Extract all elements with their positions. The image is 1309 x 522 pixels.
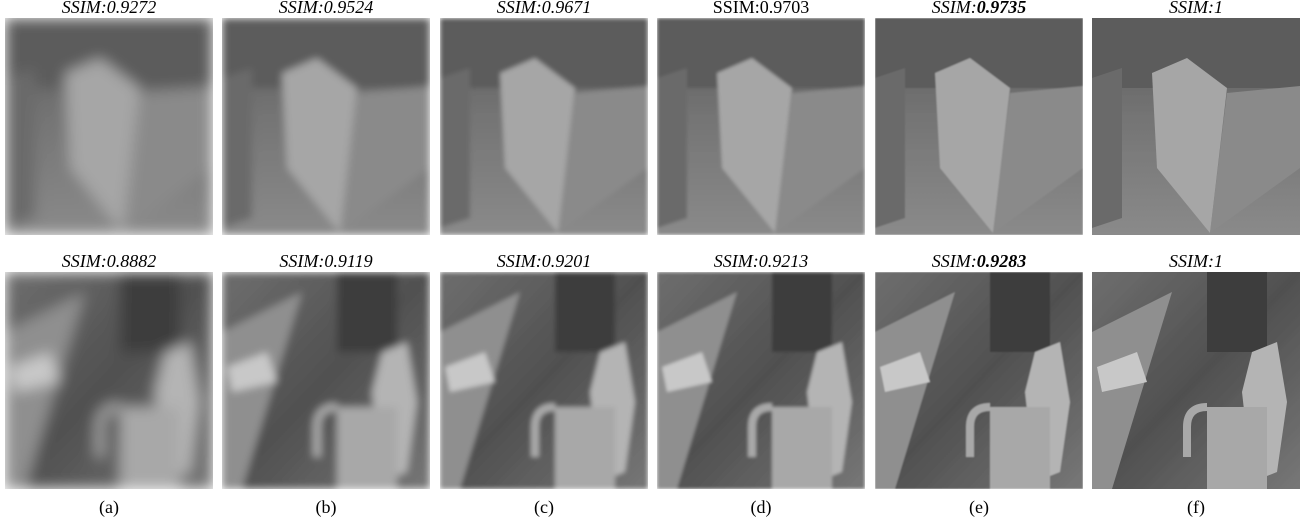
caption: SSIM:0.9272 bbox=[62, 0, 156, 17]
panel-label: (b) bbox=[316, 497, 337, 518]
depth-image bbox=[222, 18, 430, 235]
panel-label: (d) bbox=[751, 497, 772, 518]
depth-image bbox=[5, 18, 213, 235]
caption: SSIM:0.9703 bbox=[713, 0, 810, 17]
caption-score: 0.9735 bbox=[977, 0, 1027, 17]
caption-score: 1 bbox=[1214, 0, 1223, 17]
caption: SSIM:0.9213 bbox=[714, 251, 808, 271]
caption-score: 0.9272 bbox=[107, 0, 157, 17]
caption-prefix: SSIM: bbox=[714, 251, 759, 271]
caption-prefix: SSIM: bbox=[932, 0, 977, 17]
caption-score: 0.9671 bbox=[542, 0, 592, 17]
caption: SSIM:0.9671 bbox=[497, 0, 591, 17]
caption-prefix: SSIM: bbox=[1169, 251, 1214, 271]
depth-image bbox=[5, 272, 213, 489]
panel-label: (f) bbox=[1187, 497, 1205, 518]
depth-image bbox=[1092, 18, 1300, 235]
caption-prefix: SSIM: bbox=[497, 251, 542, 271]
depth-image bbox=[657, 18, 865, 235]
depth-image bbox=[875, 272, 1083, 489]
caption-prefix: SSIM: bbox=[713, 0, 760, 17]
figure: SSIM:0.9272SSIM:0.9524SSIM:0.9671SSIM:0.… bbox=[0, 0, 1309, 522]
caption: SSIM:1 bbox=[1169, 0, 1223, 17]
caption-prefix: SSIM: bbox=[279, 251, 324, 271]
caption-score: 0.9703 bbox=[760, 0, 810, 17]
caption-score: 1 bbox=[1214, 251, 1223, 271]
panel-label: (e) bbox=[969, 497, 989, 518]
depth-image bbox=[875, 18, 1083, 235]
caption-score: 0.9201 bbox=[542, 251, 592, 271]
caption-score: 0.9213 bbox=[759, 251, 809, 271]
panel-label: (c) bbox=[534, 497, 554, 518]
caption-score: 0.9119 bbox=[324, 251, 372, 271]
caption: SSIM:0.8882 bbox=[62, 251, 156, 271]
caption-score: 0.8882 bbox=[107, 251, 157, 271]
caption-prefix: SSIM: bbox=[1169, 0, 1214, 17]
depth-image bbox=[657, 272, 865, 489]
caption-prefix: SSIM: bbox=[279, 0, 324, 17]
caption: SSIM:0.9735 bbox=[932, 0, 1026, 17]
caption: SSIM:0.9201 bbox=[497, 251, 591, 271]
depth-image bbox=[1092, 272, 1300, 489]
panel-label: (a) bbox=[99, 497, 119, 518]
caption: SSIM:0.9283 bbox=[932, 251, 1026, 271]
caption: SSIM:0.9524 bbox=[279, 0, 373, 17]
depth-image bbox=[440, 18, 648, 235]
depth-image bbox=[222, 272, 430, 489]
depth-image bbox=[440, 272, 648, 489]
caption-score: 0.9524 bbox=[324, 0, 374, 17]
caption-prefix: SSIM: bbox=[497, 0, 542, 17]
caption: SSIM:1 bbox=[1169, 251, 1223, 271]
caption-prefix: SSIM: bbox=[932, 251, 977, 271]
caption-prefix: SSIM: bbox=[62, 251, 107, 271]
caption-score: 0.9283 bbox=[977, 251, 1027, 271]
caption-prefix: SSIM: bbox=[62, 0, 107, 17]
caption: SSIM:0.9119 bbox=[279, 251, 372, 271]
